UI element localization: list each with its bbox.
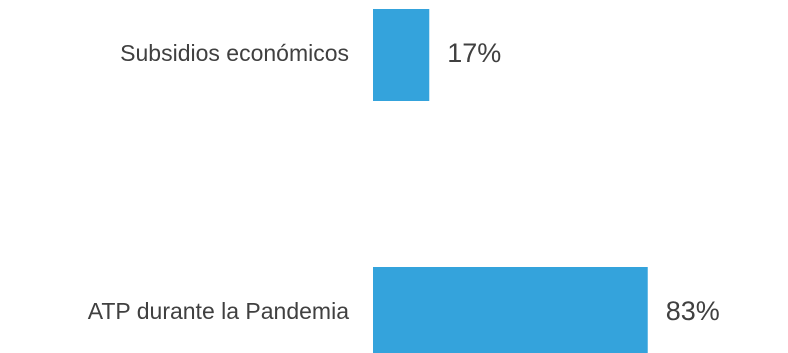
value-label-subsidios-economicos: 17% [447,38,501,68]
bars-group [373,9,648,353]
labels-group: Subsidios económicos 17% ATP durante la Pa… [88,38,720,326]
category-label-subsidios-economicos: Subsidios económicos [120,40,349,66]
value-label-atp-durante-la-pandemia: 83% [666,296,720,326]
category-label-atp-durante-la-pandemia: ATP durante la Pandemia [88,298,349,324]
bar-atp-durante-la-pandemia [373,267,648,353]
bar-subsidios-economicos [373,9,430,101]
